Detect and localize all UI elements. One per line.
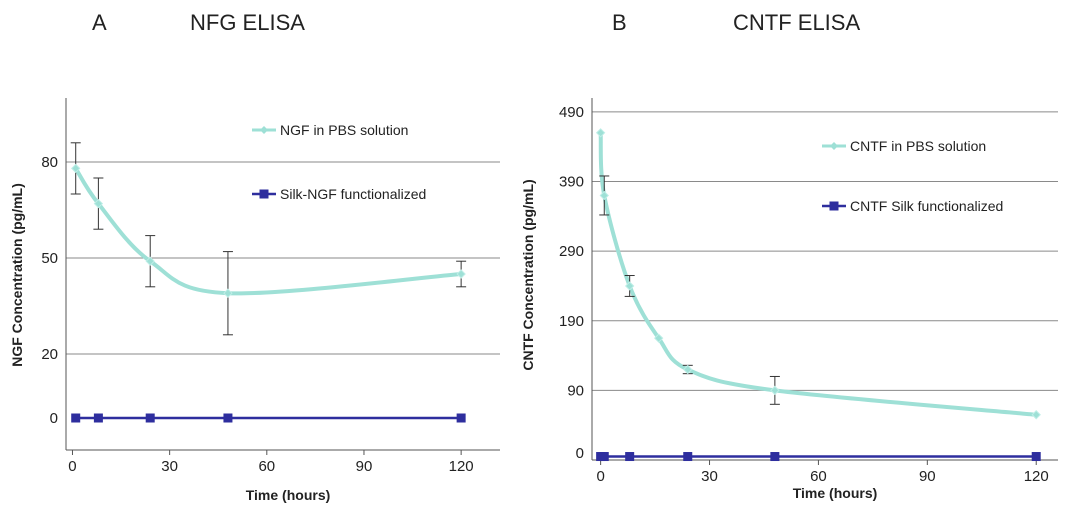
panel-a-legend-pbs-label: NGF in PBS solution (280, 122, 408, 138)
panel-b-series-silk-point (683, 452, 693, 462)
panel-a-legend-pbs-marker (260, 126, 268, 134)
panel-b-series-pbs-point (624, 281, 635, 291)
panel-b-series-silk-point (599, 452, 609, 462)
panel-a-series-pbs-point (223, 288, 233, 298)
panel-b-x-tick-label: 60 (810, 468, 827, 485)
panel-b-y-tick-label: 190 (559, 313, 584, 330)
panel-b-series-pbs-point (595, 128, 606, 138)
panel-b-x-tick-label: 30 (701, 468, 718, 485)
panel-a-series-pbs-line (73, 166, 464, 296)
panel-b-y-tick-label: 90 (567, 382, 584, 399)
panel-b-legend-pbs-label: CNTF in PBS solution (850, 138, 986, 154)
panel-b-series-pbs-point (770, 385, 780, 396)
panel-b-series-silk-point (625, 452, 635, 462)
panel-b-ylabel: CNTF Concentration (pg/mL) (520, 179, 536, 370)
panel-a-plot: 0 20 50 80 0 30 60 90 120 NGF in PBS solution Silk… (41, 98, 500, 475)
panel-a-y-tick-label: 50 (41, 250, 58, 267)
panel-a-title: NFG ELISA (190, 10, 305, 35)
panel-b-series-pbs-line (598, 130, 1039, 417)
panel-b-series-silk-point (770, 452, 780, 462)
panel-a-legend-silk-marker (259, 189, 269, 199)
panel-a-series-silk-point (93, 413, 103, 423)
panel-a-series-silk-point (145, 413, 155, 423)
panel-b-x-tick-label: 120 (1024, 468, 1049, 485)
panel-b-series-pbs-point (654, 333, 664, 343)
panel-a-series-pbs-point (456, 269, 466, 279)
panel-a-y-tick-label: 0 (50, 410, 58, 427)
panel-b-legend-silk-marker (829, 201, 839, 211)
panel-a-letter: A (92, 10, 107, 35)
panel-a-xlabel: Time (hours) (246, 487, 331, 503)
panel-a-x-tick-label: 90 (356, 458, 373, 475)
panel-a-y-tick-label: 80 (41, 154, 58, 171)
panel-b-x-tick-label: 0 (596, 468, 604, 485)
panel-a-x-tick-label: 30 (161, 458, 178, 475)
panel-a-ylabel: NGF Concentration (pg/mL) (9, 183, 25, 367)
panel-b-legend-silk-label: CNTF Silk functionalized (850, 198, 1003, 214)
panel-a-y-tick-label: 20 (41, 346, 58, 363)
panel-a-x-tick-label: 60 (258, 458, 275, 475)
panel-b-y-tick-label: 0 (576, 445, 584, 462)
panel-a-series-silk-point (223, 413, 233, 423)
panel-a-x-tick-label: 0 (68, 458, 76, 475)
panel-a-legend-silk-label: Silk-NGF functionalized (280, 186, 426, 202)
panel-b-y-tick-label: 490 (559, 104, 584, 121)
panel-b-plot: 0 90 190 290 390 490 0 30 60 90 120 CNTF in PBS sol… (559, 98, 1058, 485)
panel-a-series-silk-point (456, 413, 466, 423)
panel-a-series-pbs-point (145, 256, 155, 266)
panel-b-series-pbs-point (599, 190, 609, 201)
panel-b-series-silk-point (1031, 452, 1041, 462)
panel-b-y-tick-label: 390 (559, 174, 584, 191)
panel-b-x-tick-label: 90 (919, 468, 936, 485)
panel-b-series-pbs-point (1031, 410, 1041, 420)
panel-b-title: CNTF ELISA (733, 10, 860, 35)
panel-a-series-pbs-point (71, 163, 81, 174)
panel-b-series-pbs-point (683, 364, 693, 375)
panel-a-series-silk-point (71, 413, 81, 423)
panel-b-legend-pbs-marker (830, 142, 838, 150)
panel-b-y-tick-label: 290 (559, 243, 584, 260)
panel-b-xlabel: Time (hours) (793, 485, 878, 501)
panel-a-series-pbs-point (93, 198, 104, 209)
panel-b-letter: B (612, 10, 627, 35)
panel-a-x-tick-label: 120 (449, 458, 474, 475)
